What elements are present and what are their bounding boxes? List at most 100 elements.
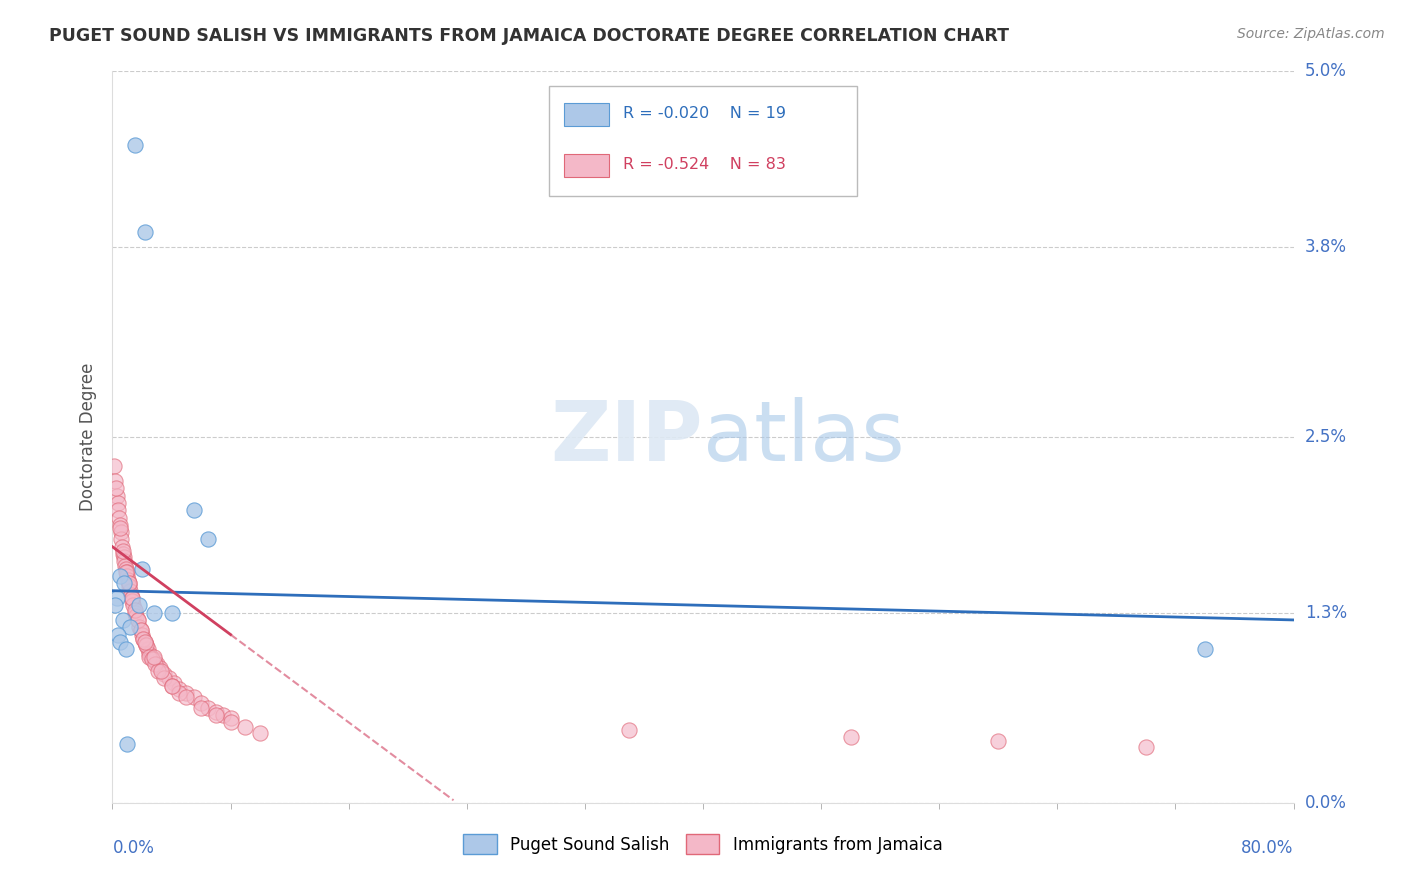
- Point: [619, 723, 641, 737]
- Point: [134, 635, 156, 649]
- Point: [112, 554, 135, 568]
- Point: [121, 591, 143, 605]
- Legend: Puget Sound Salish, Immigrants from Jamaica: Puget Sound Salish, Immigrants from Jama…: [457, 828, 949, 860]
- Point: [117, 569, 138, 583]
- Point: [114, 558, 136, 573]
- Point: [987, 734, 1010, 748]
- Point: [205, 705, 228, 719]
- Point: [142, 652, 165, 666]
- Point: [111, 544, 134, 558]
- Point: [134, 225, 156, 239]
- Point: [121, 591, 143, 605]
- Point: [1135, 740, 1157, 755]
- Bar: [564, 154, 609, 178]
- Point: [149, 661, 172, 675]
- Point: [138, 647, 160, 661]
- Point: [108, 521, 131, 535]
- Point: [115, 565, 138, 579]
- Point: [114, 642, 136, 657]
- Point: [105, 591, 128, 605]
- Point: [111, 540, 134, 554]
- Point: [127, 613, 149, 627]
- Point: [114, 562, 136, 576]
- Point: [839, 730, 862, 744]
- Point: [108, 517, 131, 532]
- Point: [153, 672, 176, 686]
- Point: [163, 676, 186, 690]
- Point: [174, 686, 197, 700]
- Point: [219, 711, 242, 725]
- Point: [112, 576, 135, 591]
- Point: [110, 525, 132, 540]
- Point: [122, 599, 145, 613]
- Point: [197, 533, 219, 547]
- Point: [135, 638, 157, 652]
- Bar: [564, 103, 609, 127]
- Y-axis label: Doctorate Degree: Doctorate Degree: [79, 363, 97, 511]
- Point: [138, 649, 160, 664]
- Point: [117, 737, 138, 751]
- Point: [120, 588, 142, 602]
- Point: [1194, 642, 1216, 657]
- Point: [128, 620, 150, 634]
- Point: [131, 627, 153, 641]
- Point: [249, 725, 271, 739]
- Point: [205, 708, 228, 723]
- Text: 2.5%: 2.5%: [1305, 428, 1347, 446]
- Point: [183, 690, 205, 705]
- Point: [105, 481, 128, 495]
- Point: [111, 547, 134, 561]
- Text: 5.0%: 5.0%: [1305, 62, 1347, 80]
- Point: [103, 459, 125, 474]
- Point: [141, 652, 163, 666]
- Text: 1.3%: 1.3%: [1305, 604, 1347, 622]
- Text: 80.0%: 80.0%: [1241, 839, 1294, 857]
- Point: [105, 489, 128, 503]
- Point: [107, 627, 129, 641]
- Point: [148, 664, 170, 678]
- Point: [150, 664, 173, 678]
- Point: [125, 608, 148, 623]
- Point: [108, 569, 131, 583]
- Point: [129, 623, 152, 637]
- Point: [190, 700, 212, 714]
- Point: [118, 576, 141, 591]
- Point: [167, 681, 190, 696]
- Point: [233, 720, 256, 734]
- Text: PUGET SOUND SALISH VS IMMIGRANTS FROM JAMAICA DOCTORATE DEGREE CORRELATION CHART: PUGET SOUND SALISH VS IMMIGRANTS FROM JA…: [49, 27, 1010, 45]
- Point: [135, 638, 157, 652]
- Point: [142, 649, 165, 664]
- Point: [124, 606, 146, 620]
- Point: [190, 696, 212, 710]
- Point: [124, 603, 146, 617]
- Point: [219, 715, 242, 730]
- Point: [153, 667, 176, 681]
- Point: [139, 649, 162, 664]
- Point: [136, 642, 159, 657]
- Text: 0.0%: 0.0%: [112, 839, 155, 857]
- Point: [120, 620, 142, 634]
- Point: [117, 574, 139, 588]
- Point: [160, 679, 183, 693]
- Point: [160, 679, 183, 693]
- Text: 0.0%: 0.0%: [1305, 794, 1347, 812]
- Point: [107, 503, 129, 517]
- Point: [131, 562, 153, 576]
- Point: [108, 635, 131, 649]
- Point: [118, 576, 141, 591]
- Bar: [550, 86, 856, 195]
- Point: [128, 599, 150, 613]
- Point: [143, 657, 166, 671]
- Point: [108, 510, 131, 524]
- Point: [212, 708, 235, 723]
- Point: [124, 137, 146, 152]
- Point: [197, 700, 219, 714]
- Point: [104, 599, 127, 613]
- Point: [121, 594, 143, 608]
- Point: [104, 474, 127, 488]
- Point: [129, 623, 152, 637]
- Point: [132, 632, 155, 646]
- Point: [183, 503, 205, 517]
- Text: 3.8%: 3.8%: [1305, 238, 1347, 256]
- Point: [127, 613, 149, 627]
